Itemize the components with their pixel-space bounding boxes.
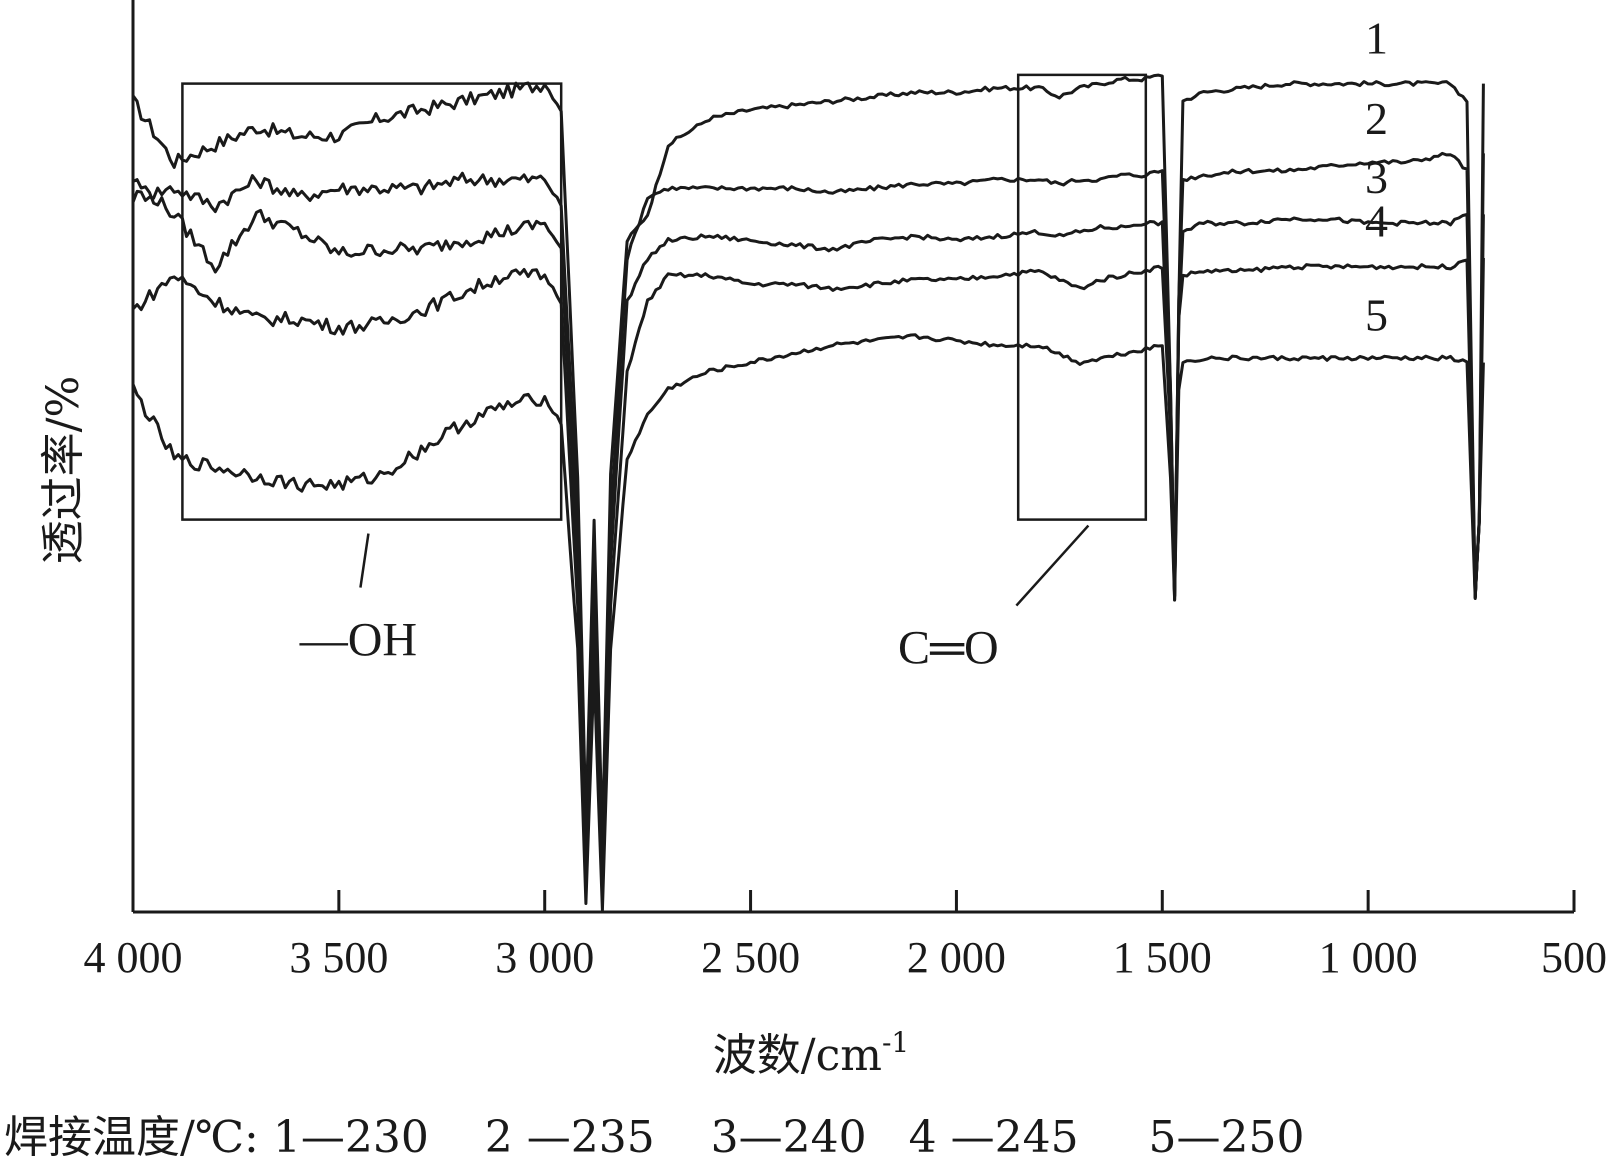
annotation-box-oh (181, 82, 563, 521)
series-labels: 1 2 34 5 (1365, 13, 1388, 341)
x-tick-label: 2 000 (907, 933, 1006, 982)
x-tick-label: 1 000 (1319, 933, 1418, 982)
series-label-2: 2 (1365, 93, 1388, 144)
annotation-leader-line (359, 533, 370, 588)
annotation-box-co (1016, 73, 1148, 521)
x-tick-label: 2 500 (701, 933, 800, 982)
annotation-leader-line (1015, 524, 1090, 607)
series-line-5 (131, 333, 1485, 912)
x-tick-label: 3 000 (495, 933, 594, 982)
x-tick-label: 500 (1541, 933, 1607, 982)
series-label-3: 3 (1365, 152, 1388, 203)
series-line-2 (131, 151, 1485, 895)
series-label-4: 4 (1365, 196, 1388, 247)
series-label-1: 1 (1365, 13, 1388, 64)
series-label-5: 5 (1365, 289, 1388, 340)
series-group (131, 73, 1485, 912)
x-axis-title-main: 波数/cm (713, 1030, 882, 1081)
x-tick-label: 1 500 (1113, 933, 1212, 982)
annotation-group: —OH C═O (181, 73, 1148, 675)
x-ticks: 4 000 3 500 3 000 2 500 2 000 1 500 1 000 500 (84, 890, 1607, 982)
x-axis-title-superscript: -1 (882, 1026, 909, 1059)
oh-annotation-label: —OH (299, 614, 417, 667)
x-tick-label: 3 500 (289, 933, 388, 982)
welding-temperature-legend: 焊接温度/℃: 1—230 2 —235 3—240 4 —245 5—250 (4, 1112, 1305, 1163)
x-tick-label: 4 000 (84, 933, 183, 982)
series-line-1 (131, 73, 1485, 845)
x-axis-title: 波数/cm-1 (713, 1026, 909, 1081)
co-annotation-label: C═O (898, 622, 999, 675)
y-axis-title: 透过率/% (38, 376, 89, 565)
series-line-3 (132, 178, 1485, 872)
series-line-4 (131, 257, 1485, 896)
